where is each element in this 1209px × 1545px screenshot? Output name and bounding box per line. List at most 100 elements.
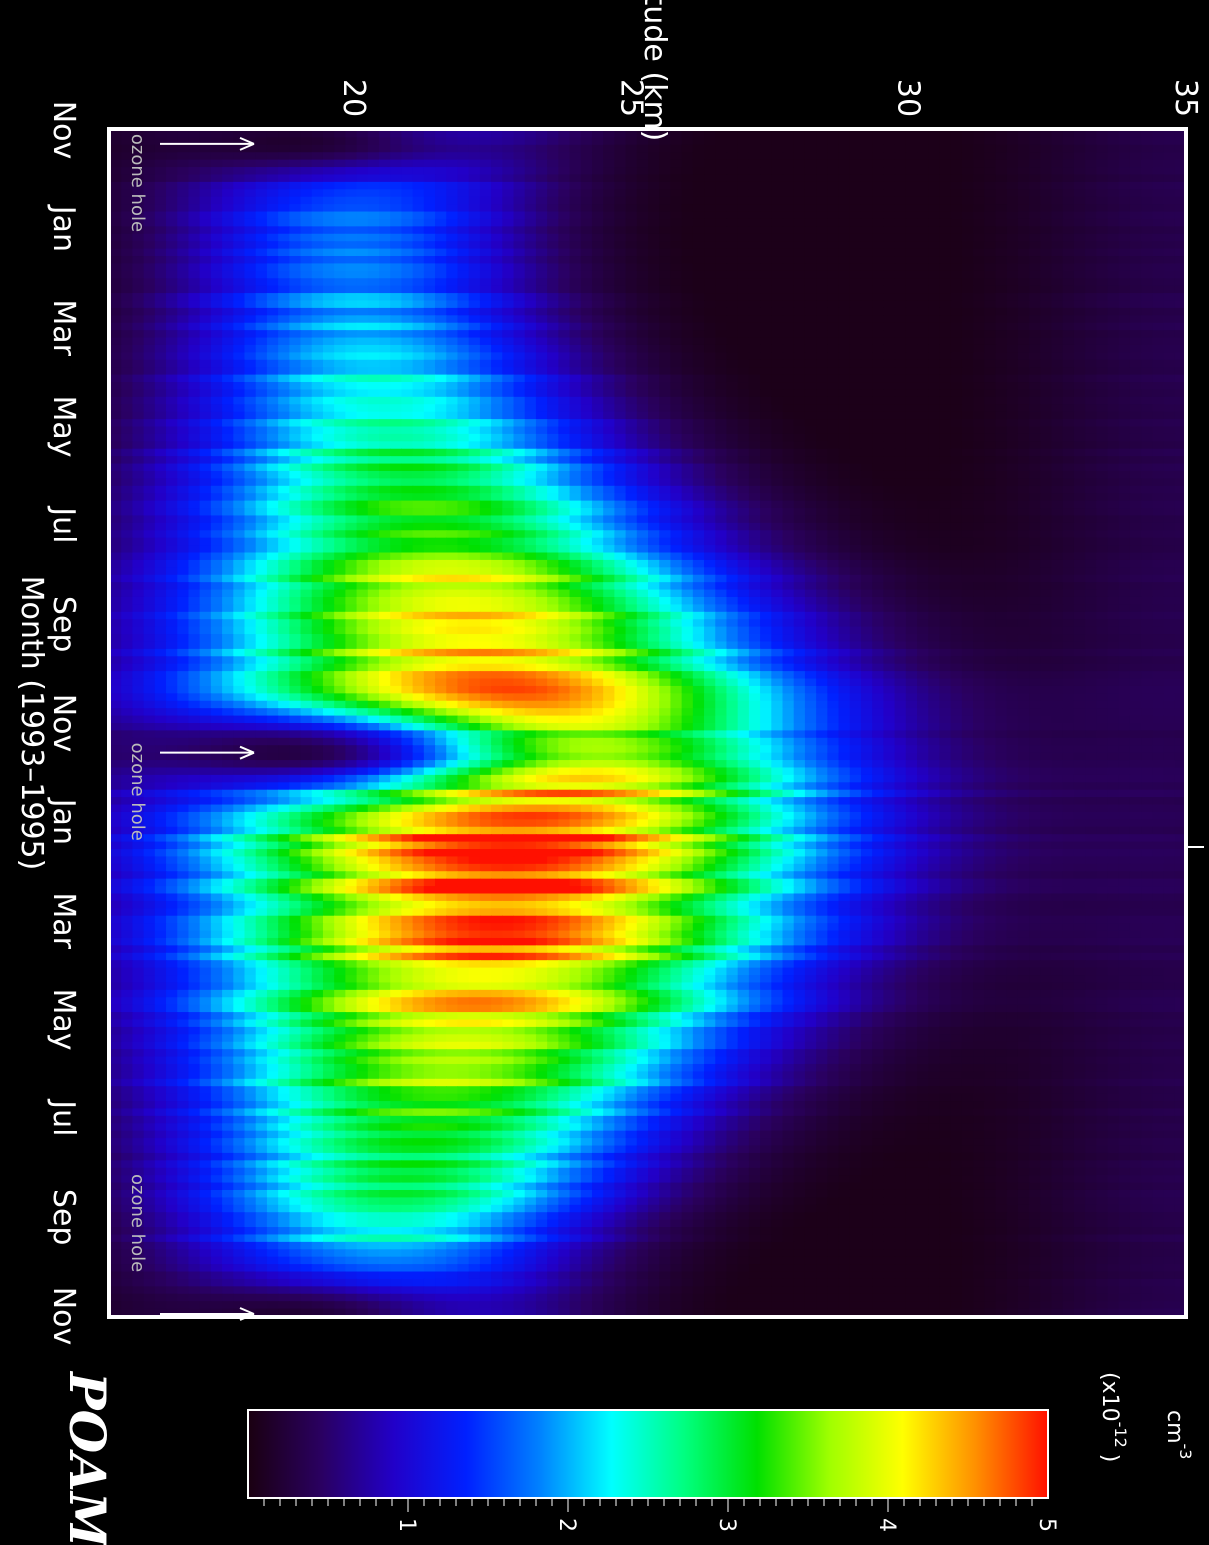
heatmap-cell bbox=[905, 307, 918, 316]
heatmap-cell bbox=[1118, 181, 1131, 190]
heatmap-cell bbox=[311, 374, 324, 383]
heatmap-cell bbox=[435, 248, 447, 257]
heatmap-cell bbox=[973, 411, 985, 420]
heatmap-cell bbox=[1029, 130, 1041, 139]
heatmap-cell bbox=[1006, 441, 1019, 450]
heatmap-cell bbox=[345, 322, 358, 331]
heatmap-cell bbox=[681, 226, 694, 235]
heatmap-cell bbox=[984, 485, 997, 494]
heatmap-cell bbox=[995, 204, 1008, 213]
heatmap-cell bbox=[973, 248, 985, 257]
heatmap-cell bbox=[603, 130, 615, 139]
heatmap-cell bbox=[625, 307, 638, 316]
heatmap-cell bbox=[894, 167, 907, 176]
heatmap-cell bbox=[614, 500, 627, 509]
heatmap-cell bbox=[322, 389, 335, 398]
heatmap-cell bbox=[816, 174, 828, 183]
heatmap-cell bbox=[334, 204, 346, 213]
heatmap-cell bbox=[681, 508, 694, 517]
heatmap-cell bbox=[636, 174, 649, 183]
heatmap-cell bbox=[345, 374, 358, 383]
heatmap-cell bbox=[502, 330, 515, 339]
heatmap-cell bbox=[1073, 433, 1086, 442]
heatmap-cell bbox=[457, 330, 470, 339]
heatmap-cell bbox=[244, 463, 257, 472]
heatmap-cell bbox=[468, 508, 481, 517]
heatmap-cell bbox=[1174, 307, 1186, 316]
heatmap-cell bbox=[132, 256, 145, 265]
heatmap-cell bbox=[1152, 270, 1165, 279]
heatmap-cell bbox=[143, 293, 156, 302]
heatmap-cell bbox=[737, 463, 750, 472]
heatmap-cell bbox=[513, 130, 526, 139]
heatmap-cell bbox=[849, 396, 862, 405]
heatmap-cell bbox=[1051, 167, 1064, 176]
heatmap-cell bbox=[692, 367, 705, 376]
heatmap-cell bbox=[121, 322, 134, 331]
heatmap-cell bbox=[199, 367, 212, 376]
heatmap-cell bbox=[838, 433, 851, 442]
heatmap-cell bbox=[300, 315, 313, 324]
heatmap-cell bbox=[1141, 352, 1153, 361]
heatmap-cell bbox=[591, 441, 604, 450]
heatmap-cell bbox=[524, 174, 537, 183]
heatmap-cell bbox=[513, 404, 526, 413]
heatmap-cell bbox=[950, 448, 963, 457]
heatmap-cell bbox=[390, 137, 403, 146]
heatmap-cell bbox=[334, 256, 346, 265]
heatmap-cell bbox=[558, 181, 571, 190]
heatmap-cell bbox=[636, 374, 649, 383]
heatmap-cell bbox=[995, 263, 1008, 272]
heatmap-cell bbox=[401, 344, 414, 353]
heatmap-cell bbox=[849, 352, 862, 361]
heatmap-cell bbox=[883, 470, 896, 479]
heatmap-cell bbox=[300, 285, 313, 294]
heatmap-cell bbox=[266, 330, 279, 339]
heatmap-cell bbox=[973, 300, 985, 309]
heatmap-cell bbox=[905, 478, 918, 487]
heatmap-cell bbox=[468, 137, 481, 146]
heatmap-cell bbox=[849, 307, 862, 316]
heatmap-cell bbox=[827, 270, 840, 279]
heatmap-cell bbox=[1096, 167, 1109, 176]
heatmap-cell bbox=[513, 307, 526, 316]
heatmap-cell bbox=[1062, 196, 1075, 205]
heatmap-cell bbox=[1073, 181, 1086, 190]
heatmap-cell bbox=[1129, 478, 1142, 487]
heatmap-cell bbox=[491, 278, 503, 287]
heatmap-cell bbox=[1017, 441, 1030, 450]
heatmap-cell bbox=[412, 433, 425, 442]
heatmap-cell bbox=[625, 152, 638, 161]
heatmap-cell bbox=[558, 493, 571, 502]
heatmap-cell bbox=[255, 181, 268, 190]
heatmap-cell bbox=[222, 285, 234, 294]
heatmap-cell bbox=[838, 500, 851, 509]
heatmap-cell bbox=[222, 137, 234, 146]
heatmap-cell bbox=[1163, 344, 1176, 353]
heatmap-cell bbox=[1040, 404, 1053, 413]
heatmap-cell bbox=[659, 359, 672, 368]
heatmap-cell bbox=[939, 218, 952, 227]
heatmap-cell bbox=[558, 218, 571, 227]
heatmap-cell bbox=[961, 411, 974, 420]
heatmap-cell bbox=[760, 433, 772, 442]
heatmap-cell bbox=[872, 315, 884, 324]
heatmap-cell bbox=[1129, 396, 1142, 405]
heatmap-cell bbox=[1129, 389, 1142, 398]
heatmap-cell bbox=[1051, 382, 1064, 391]
heatmap-cell bbox=[457, 152, 470, 161]
heatmap-cell bbox=[143, 196, 156, 205]
heatmap-cell bbox=[715, 315, 728, 324]
heatmap-cell bbox=[849, 293, 862, 302]
heatmap-cell bbox=[860, 307, 873, 316]
heatmap-cell bbox=[177, 470, 190, 479]
heatmap-cell bbox=[591, 226, 604, 235]
heatmap-cell bbox=[860, 144, 873, 153]
heatmap-cell bbox=[446, 330, 459, 339]
heatmap-cell bbox=[412, 315, 425, 324]
heatmap-cell bbox=[121, 419, 134, 428]
heatmap-cell bbox=[154, 300, 167, 309]
heatmap-cell bbox=[917, 256, 929, 265]
heatmap-cell bbox=[1174, 256, 1186, 265]
heatmap-cell bbox=[704, 396, 716, 405]
